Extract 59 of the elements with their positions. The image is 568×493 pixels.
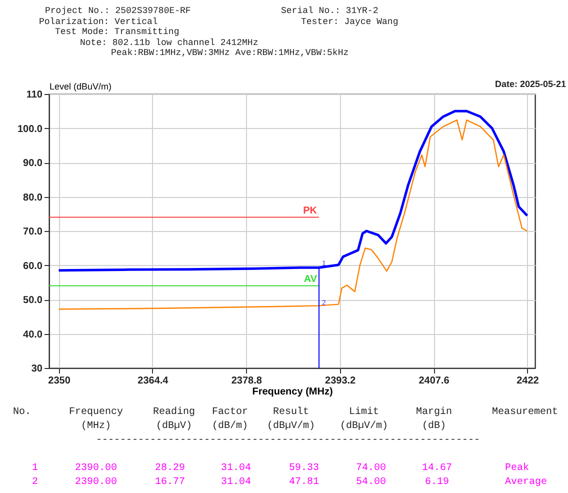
y-tick-label: 30 <box>31 364 43 374</box>
text: Frequency <box>68 407 124 418</box>
line-series <box>58 119 528 310</box>
ref-line-label: PK <box>303 205 318 216</box>
text: 31.04 <box>220 463 252 474</box>
text: (dB) <box>422 420 446 432</box>
y-tick-label: 70.0 <box>23 226 43 238</box>
text: 16.77 <box>154 477 186 488</box>
text: Margin <box>416 406 452 418</box>
y-tick-label: 90.0 <box>23 158 43 169</box>
text: 14.67 <box>422 463 452 474</box>
text: Average <box>505 477 548 488</box>
text: Test Mode: Transmitting <box>55 27 180 37</box>
x-tick-label: 2407.6 <box>418 376 450 386</box>
text: 74.00 <box>356 463 386 474</box>
text: No. <box>12 407 32 418</box>
text: 59.33 <box>288 463 320 474</box>
text: Date: 2025-05-21 <box>494 79 566 89</box>
text: (dBµV) <box>156 420 192 432</box>
y-tick-label: 80.0 <box>23 192 43 204</box>
text: 31.04 <box>220 477 252 488</box>
text: 2 <box>32 477 38 488</box>
x-tick-label: 2422 <box>516 376 540 386</box>
text: ---------------------------------------------------------------- <box>96 435 480 446</box>
text: 1 <box>32 463 38 474</box>
y-axis-title: Level (dBuV/m) <box>50 82 112 92</box>
x-tick-label: 2350 <box>48 376 71 386</box>
text: 6.19 <box>424 477 450 488</box>
y-tick-label: 50.0 <box>23 295 43 306</box>
text: 2390.00 <box>74 463 118 474</box>
text: (dBµV/m) <box>340 420 388 432</box>
text: 47.81 <box>288 477 320 488</box>
text: Polarization: Vertical <box>39 17 158 27</box>
text: Note: 802.11b low channel 2412MHz <box>80 38 258 48</box>
text: Limit <box>348 406 380 418</box>
text: Reading <box>152 406 196 418</box>
y-tick-label: 60.0 <box>23 260 43 272</box>
y-tick-label: 40.0 <box>23 329 43 340</box>
text: 54.00 <box>356 477 386 488</box>
text: Tester: Jayce Wang <box>301 17 398 27</box>
text: Serial No.: 31YR-2 <box>281 6 378 16</box>
text: Project No.: 2502S39780E-RF <box>45 6 191 16</box>
y-tick-label: 100.0 <box>17 124 43 135</box>
text: (MHz) <box>80 420 112 432</box>
y-tick-label: 110 <box>26 90 43 100</box>
x-tick-label: 2393.2 <box>325 376 356 386</box>
x-tick-label: 2378.8 <box>231 376 262 386</box>
text: (dB/m) <box>212 420 248 432</box>
text: (dBµV/m) <box>266 420 316 432</box>
text: Factor <box>212 407 248 418</box>
x-axis-title: Frequency (MHz) <box>252 386 333 398</box>
x-tick-label: 2364.4 <box>138 376 169 386</box>
text: Peak <box>505 462 530 474</box>
text: Peak:RBW:1MHz,VBW:3MHz Ave:RBW:1MHz,VBW:5kHz <box>111 48 349 58</box>
ref-line-label: AV <box>304 274 318 285</box>
text: 2390.00 <box>74 477 118 488</box>
text: Result <box>272 406 310 418</box>
text: 28.29 <box>154 463 186 474</box>
text: Measurement <box>492 407 558 418</box>
